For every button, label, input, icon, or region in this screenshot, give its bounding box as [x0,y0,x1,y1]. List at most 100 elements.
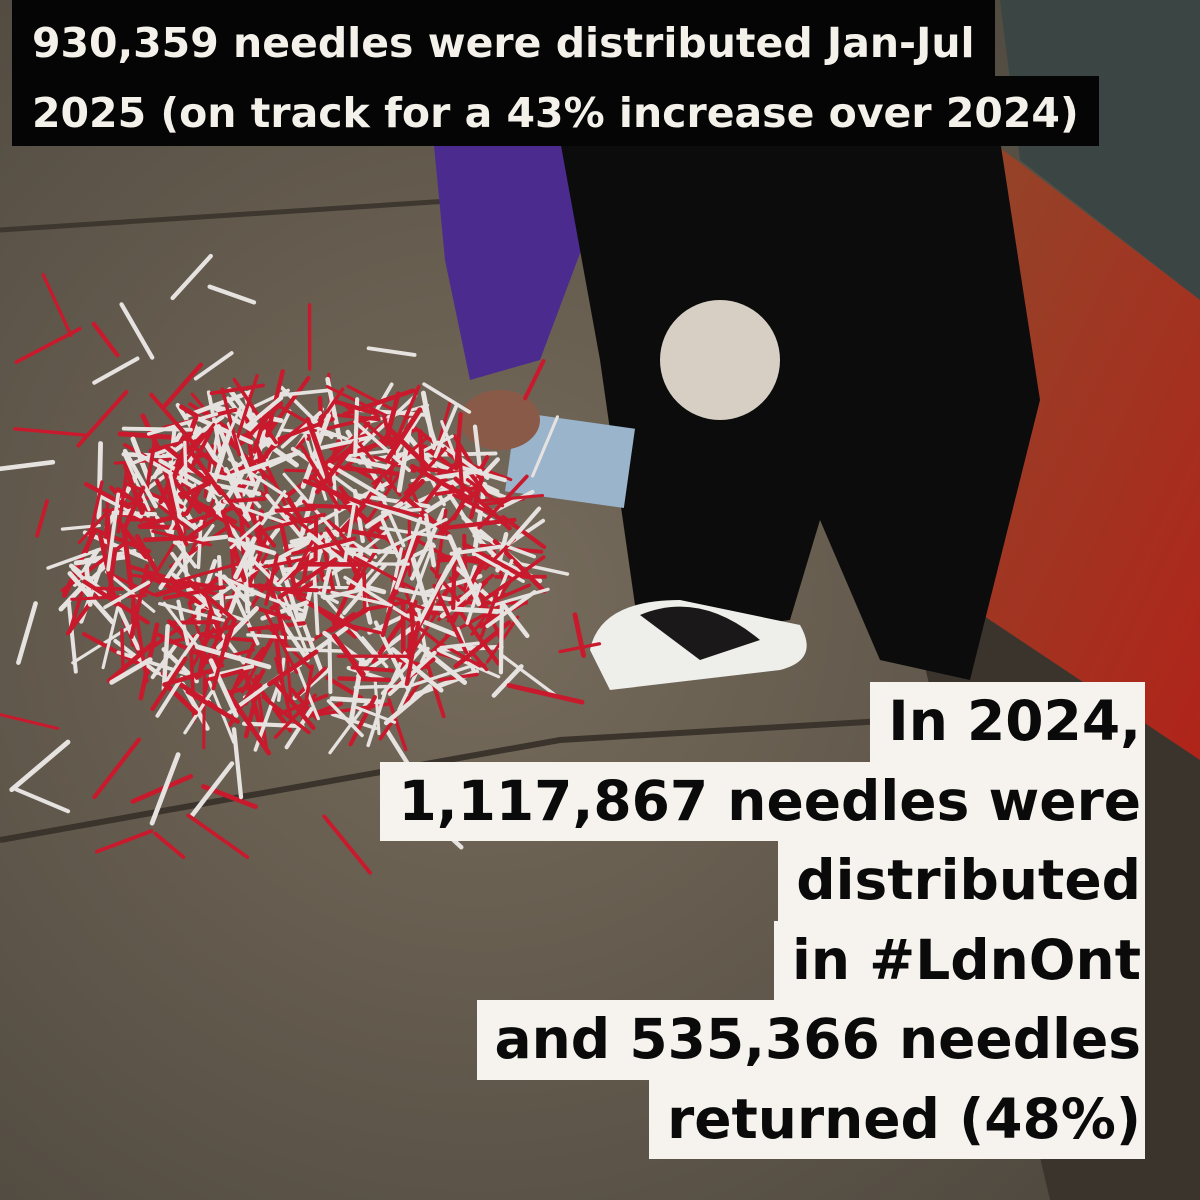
needle [243,687,260,739]
needle [41,272,73,338]
needle [330,590,393,607]
needle [353,556,416,591]
needle [219,432,275,484]
needle [449,544,505,556]
needle [84,480,104,554]
needle [469,462,513,482]
needle [272,679,316,731]
needle [233,536,257,580]
needle [361,498,425,519]
needle [186,813,250,859]
needle [397,646,430,712]
needle [274,506,317,513]
needle [358,442,402,497]
needle [371,599,418,665]
needle [405,613,459,638]
needle [244,395,284,429]
needle [264,512,326,532]
needle [394,516,423,590]
needle [260,489,287,526]
needle [324,526,362,579]
needle [338,621,382,635]
caption-line: in #LdnOnt [773,920,1145,1000]
needle [109,657,153,685]
needle [35,499,50,538]
needle [122,463,145,515]
needle [225,689,272,756]
needle [153,831,186,860]
needle [0,713,60,731]
needle [453,476,512,531]
needle [512,560,570,576]
needle [254,556,309,571]
needle [203,668,244,683]
needle [383,684,432,726]
needle [162,601,200,649]
window [1000,0,1200,300]
needle [172,562,241,584]
needle [441,484,480,539]
needle [103,580,151,610]
needle [267,649,319,687]
needle [160,362,204,411]
needle [155,675,184,718]
needle [330,712,378,731]
needle [413,564,451,632]
needle [291,536,357,556]
caption-line: returned (48%) [649,1079,1145,1159]
needle [183,690,214,735]
needle [106,547,118,599]
pants [560,140,1040,680]
needle [312,576,320,636]
needle [214,482,262,497]
needle [265,493,307,543]
needle [202,671,206,750]
needle [263,610,299,675]
needle [284,706,314,750]
needle [306,532,345,564]
needle [278,518,298,594]
bottom-caption: In 2024, 1,117,867 needles were distribute… [380,682,1145,1159]
needle [130,774,194,804]
needle [242,721,305,729]
needle [106,492,121,572]
needle [273,693,317,739]
needle [197,608,213,679]
needle [300,664,314,723]
needle [0,459,56,472]
needle [465,582,482,625]
needle [242,556,251,614]
needle [485,590,537,629]
needle [144,439,157,495]
needle [300,445,342,511]
needle [388,427,429,468]
needle [183,440,188,483]
needle [326,699,364,738]
needle [353,684,409,690]
needle [264,553,279,606]
needle [184,473,209,516]
needle [360,499,436,529]
needle [471,481,488,557]
needle [423,513,437,568]
needle [120,628,126,679]
needle [149,752,181,826]
needle [387,697,408,752]
needle [422,382,472,414]
needle [13,427,86,437]
needle [302,478,366,507]
paper [505,412,635,508]
needle [506,683,585,705]
needle [491,489,535,514]
needle [481,555,546,603]
needle [523,359,546,401]
needle [409,664,473,688]
needle [76,389,129,448]
needle [278,585,310,658]
needle [380,517,401,559]
needle [283,632,293,698]
needle [194,644,272,670]
needle [337,676,392,683]
needle [122,448,158,509]
bag [660,300,780,420]
